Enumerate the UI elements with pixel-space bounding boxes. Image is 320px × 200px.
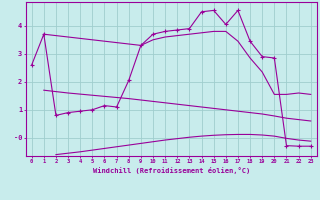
X-axis label: Windchill (Refroidissement éolien,°C): Windchill (Refroidissement éolien,°C) (92, 167, 250, 174)
